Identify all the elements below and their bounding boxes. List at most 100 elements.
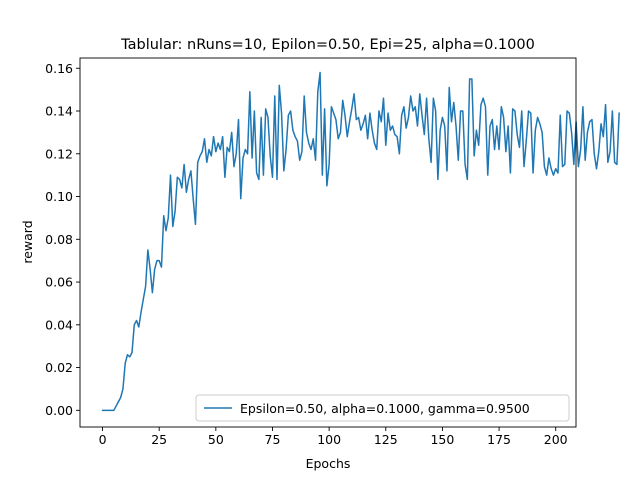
data-point <box>256 172 257 173</box>
data-point <box>551 168 552 169</box>
data-point <box>476 130 477 131</box>
data-point <box>220 149 221 150</box>
data-point <box>136 320 137 321</box>
x-tick-label: 50 <box>208 432 224 447</box>
data-point <box>440 130 441 131</box>
data-point <box>415 106 416 107</box>
data-point <box>399 153 400 154</box>
data-point <box>122 388 123 389</box>
data-point <box>172 226 173 227</box>
data-point <box>261 117 262 118</box>
data-point <box>344 115 345 116</box>
data-point <box>426 98 427 99</box>
data-point <box>508 125 509 126</box>
data-point <box>224 177 225 178</box>
data-point <box>281 113 282 114</box>
data-point <box>587 132 588 133</box>
data-point <box>265 108 266 109</box>
data-point <box>467 179 468 180</box>
data-point <box>397 136 398 137</box>
data-point <box>111 410 112 411</box>
x-tick-label: 125 <box>374 432 398 447</box>
data-point <box>174 211 175 212</box>
data-point <box>485 106 486 107</box>
data-point <box>247 153 248 154</box>
data-point <box>356 119 357 120</box>
data-point <box>308 142 309 143</box>
x-axis-label: Epochs <box>306 456 351 471</box>
data-point <box>238 119 239 120</box>
data-point <box>331 106 332 107</box>
series-line <box>101 71 620 412</box>
data-point <box>184 164 185 165</box>
data-point <box>489 125 490 126</box>
data-point <box>231 132 232 133</box>
data-point <box>159 260 160 261</box>
data-point <box>566 110 567 111</box>
x-tick-label: 175 <box>487 432 511 447</box>
y-tick-label: 0.06 <box>45 275 73 290</box>
data-point <box>297 140 298 141</box>
data-point <box>376 149 377 150</box>
data-point <box>444 125 445 126</box>
data-point <box>326 185 327 186</box>
legend: Epsilon=0.50, alpha=0.1000, gamma=0.9500 <box>195 394 570 422</box>
data-point <box>163 215 164 216</box>
data-point <box>283 170 284 171</box>
data-point <box>367 138 368 139</box>
data-point <box>168 217 169 218</box>
data-point <box>539 123 540 124</box>
data-point <box>290 110 291 111</box>
data-point <box>249 91 250 92</box>
data-point <box>206 162 207 163</box>
data-point <box>258 179 259 180</box>
data-point <box>394 134 395 135</box>
data-point <box>387 113 388 114</box>
data-point <box>462 110 463 111</box>
data-point <box>546 175 547 176</box>
data-point <box>118 401 119 402</box>
data-point <box>530 113 531 114</box>
data-point <box>127 354 128 355</box>
data-point <box>347 136 348 137</box>
data-point <box>267 117 268 118</box>
data-point <box>218 142 219 143</box>
data-point <box>605 104 606 105</box>
data-point <box>458 160 459 161</box>
data-point <box>274 95 275 96</box>
x-tick-label: 150 <box>430 432 454 447</box>
data-point <box>419 93 420 94</box>
data-point <box>390 130 391 131</box>
data-point <box>514 110 515 111</box>
data-point <box>596 168 597 169</box>
data-point <box>340 132 341 133</box>
data-point <box>353 93 354 94</box>
data-point <box>412 110 413 111</box>
data-point <box>369 113 370 114</box>
chart-title: Tablular: nRuns=10, Epilon=0.50, Epi=25,… <box>120 37 535 53</box>
data-point <box>571 132 572 133</box>
plot-frame <box>79 57 577 428</box>
data-point <box>236 153 237 154</box>
data-point <box>150 269 151 270</box>
data-point <box>519 147 520 148</box>
data-point <box>120 397 121 398</box>
data-point <box>401 115 402 116</box>
data-point <box>501 106 502 107</box>
data-point <box>113 410 114 411</box>
y-tick-label: 0.14 <box>45 104 73 119</box>
data-point <box>165 230 166 231</box>
data-point <box>304 95 305 96</box>
data-point <box>424 134 425 135</box>
data-point <box>227 147 228 148</box>
data-point <box>614 162 615 163</box>
data-point <box>594 153 595 154</box>
data-point <box>496 125 497 126</box>
data-point <box>378 110 379 111</box>
data-point <box>532 172 533 173</box>
data-point <box>537 117 538 118</box>
data-point <box>616 164 617 165</box>
data-point <box>329 164 330 165</box>
data-point <box>242 157 243 158</box>
y-tick-label: 0.08 <box>45 232 73 247</box>
